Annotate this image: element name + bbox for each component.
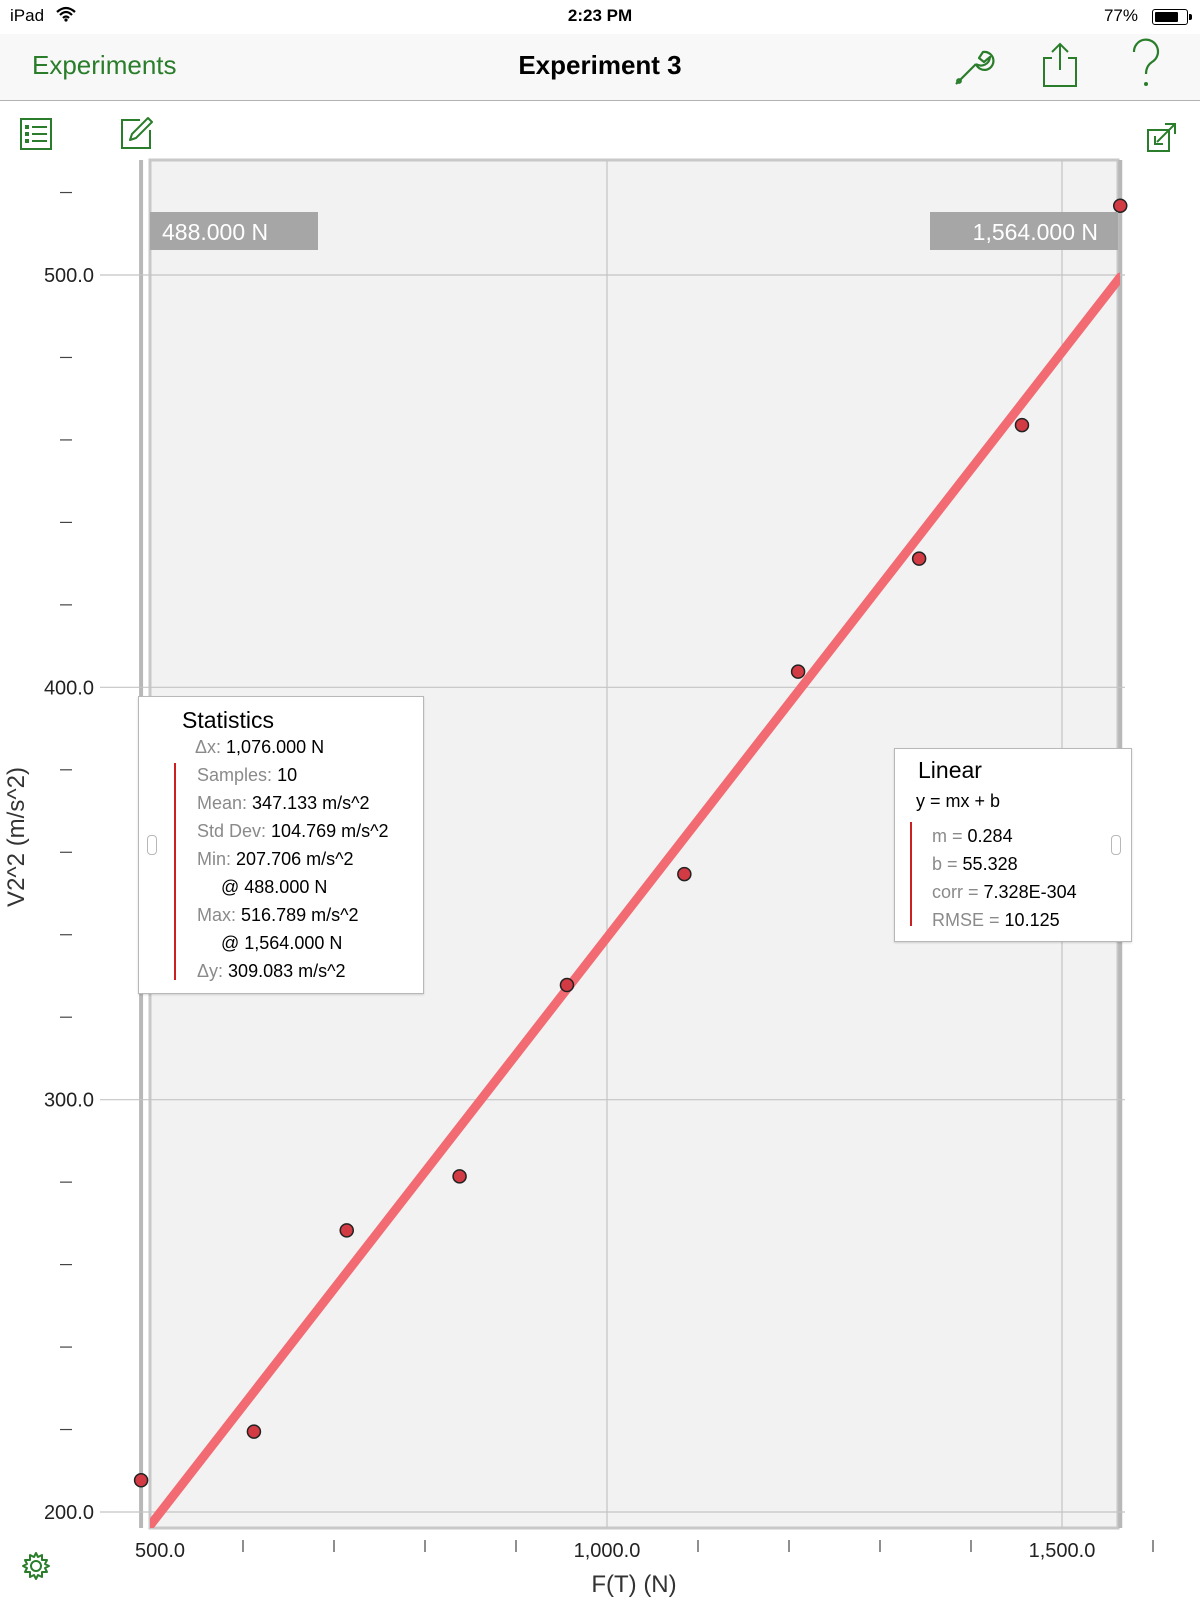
share-icon[interactable] [1040,40,1080,95]
stat-row-max: Max: 516.789 m/s^2 [197,905,359,925]
linear-fit-box[interactable]: Linear y = mx + b m = 0.284 b = 55.328 c… [894,748,1132,942]
data-point [246,1424,262,1439]
battery-level-fill [1155,12,1179,22]
battery-icon [1152,9,1192,25]
y-axis-title: V2^2 (m/s^2) [3,767,30,907]
data-point [452,1169,467,1184]
expand-icon[interactable] [1147,122,1177,157]
status-bar: iPad 2:23 PM 77% [0,0,1200,34]
y-tick-label: 300.0 [44,1090,94,1112]
data-point [677,866,692,882]
statistics-resize-handle[interactable] [147,835,157,855]
experiments-back-button[interactable]: Experiments [32,50,177,80]
data-point [790,664,806,679]
y-tick-label: 500.0 [44,265,94,287]
page-title: Experiment 3 [518,50,682,80]
right-cursor-label: 1,564.000 N [930,212,1118,250]
linear-fit-color-bar [910,822,912,926]
data-point [133,1473,149,1488]
statistics-title: Statistics [182,707,275,733]
edit-icon[interactable] [120,116,154,155]
linear-fit-line [150,272,1120,1528]
left-cursor-label: 488.000 N [150,212,318,250]
x-tick-label: 1,000.0 [574,1540,641,1562]
data-point [559,977,575,993]
stat-row-mean: Mean: 347.133 m/s^2 [197,793,370,813]
fit-row-slope: m = 0.284 [932,826,1013,846]
battery-percentage: 77% [1103,6,1138,25]
data-point [1112,198,1128,213]
stat-row-delta-x: Δx: 1,076.000 N [195,737,325,757]
stat-row-min-at: @ 488.000 N [221,877,328,897]
status-time: 2:23 PM [567,6,633,25]
linear-fit-resize-handle[interactable] [1111,835,1121,855]
stat-row-min: Min: 207.706 m/s^2 [197,849,354,869]
stat-row-delta-y: Δy: 309.083 m/s^2 [197,961,346,981]
device-name: iPad [10,6,45,25]
gear-icon[interactable] [20,1550,52,1587]
stat-row-std-dev: Std Dev: 104.769 m/s^2 [197,821,389,841]
stat-row-max-at: @ 1,564.000 N [221,933,343,953]
x-axis-title: F(T) (N) [591,1571,676,1598]
fit-row-correlation: corr = 7.328E-304 [932,882,1077,902]
data-point [911,551,927,566]
linear-fit-equation: y = mx + b [916,791,1001,811]
x-tick-label: 500.0 [135,1540,185,1562]
y-tick-label: 400.0 [44,677,94,699]
nav-bar: Experiments Experiment 3 [0,34,1200,101]
y-tick-label: 200.0 [44,1502,94,1524]
wrench-icon[interactable] [950,42,998,95]
wifi-icon [56,6,76,27]
stat-row-samples: Samples: 10 [197,765,298,785]
fit-row-intercept: b = 55.328 [932,854,1018,874]
data-point [339,1223,354,1238]
linear-fit-title: Linear [918,757,982,783]
help-icon[interactable] [1128,36,1164,97]
list-icon[interactable] [20,118,52,155]
data-point [1014,417,1030,433]
statistics-box[interactable]: Statistics Δx: 1,076.000 N Samples: 10 M… [138,696,424,994]
x-tick-label: 1,500.0 [1029,1540,1096,1562]
fit-row-rmse: RMSE = 10.125 [932,910,1060,930]
statistics-color-bar [174,763,176,980]
